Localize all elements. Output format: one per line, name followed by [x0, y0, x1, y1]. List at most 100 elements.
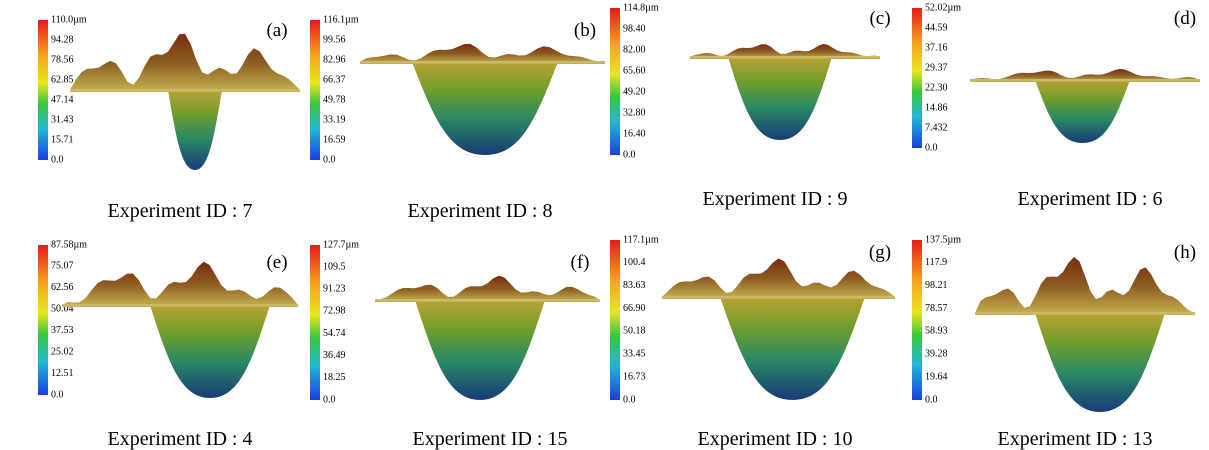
scale-label: 78.57	[925, 303, 948, 314]
scale-label: 114.8µm	[623, 2, 659, 13]
scale-label: 100.4	[623, 257, 646, 268]
color-scale	[310, 245, 320, 400]
profile-pit	[168, 90, 222, 170]
profile-pit	[1035, 313, 1165, 412]
scale-label: 39.28	[925, 349, 948, 360]
scale-label: 31.43	[51, 114, 74, 125]
scale-label: 87.58µm	[51, 239, 87, 250]
scale-label: 12.51	[51, 368, 74, 379]
scale-label: 62.56	[51, 282, 74, 293]
panel-label: (e)	[266, 252, 287, 273]
scale-label: 29.37	[925, 62, 948, 73]
scale-label: 52.02µm	[925, 2, 961, 13]
scale-label: 0.0	[51, 154, 64, 165]
scale-label: 0.0	[323, 154, 336, 165]
caption: Experiment ID : 7	[108, 200, 253, 222]
scale-label: 16.73	[623, 371, 646, 382]
color-scale	[912, 8, 922, 148]
color-scale	[38, 245, 48, 395]
scale-label: 94.28	[51, 34, 74, 45]
scale-label: 36.49	[323, 350, 346, 361]
scale-label: 0.0	[623, 149, 636, 160]
scale-label: 78.56	[51, 54, 74, 65]
profile-pit	[412, 62, 558, 155]
scale-label: 19.64	[925, 371, 948, 382]
panel-label: (a)	[266, 20, 287, 41]
scale-label: 99.56	[323, 34, 346, 45]
scale-label: 127.7µm	[323, 239, 359, 250]
scale-label: 82.96	[323, 54, 346, 65]
scale-label: 98.40	[623, 23, 646, 34]
scale-label: 18.25	[323, 372, 346, 383]
scale-label: 49.20	[623, 86, 646, 97]
scale-label: 0.0	[623, 394, 636, 405]
profile-pit	[415, 300, 545, 400]
caption: Experiment ID : 15	[413, 428, 568, 450]
scale-label: 25.02	[51, 346, 74, 357]
panel-label: (f)	[571, 252, 590, 273]
scale-label: 0.0	[925, 394, 938, 405]
profile-surface	[62, 261, 298, 307]
profile-pit	[1035, 80, 1130, 143]
scale-label: 91.23	[323, 284, 346, 295]
profile-surface	[375, 275, 600, 302]
profile-surface	[970, 68, 1200, 82]
scale-label: 82.00	[623, 44, 646, 55]
scale-label: 22.30	[925, 82, 948, 93]
color-scale	[610, 240, 620, 400]
panel-label: (d)	[1174, 8, 1196, 29]
profile-surface	[975, 257, 1195, 315]
caption: Experiment ID : 10	[698, 428, 853, 450]
caption: Experiment ID : 6	[1018, 188, 1163, 210]
scale-label: 49.78	[323, 94, 346, 105]
caption: Experiment ID : 9	[703, 188, 848, 210]
scale-label: 33.19	[323, 114, 346, 125]
scale-label: 117.1µm	[623, 234, 659, 245]
panel-label: (h)	[1174, 242, 1196, 263]
color-scale	[38, 20, 48, 160]
panel-label: (g)	[869, 242, 891, 263]
scale-label: 0.0	[51, 389, 64, 400]
profile-surface	[360, 43, 605, 64]
scale-label: 72.98	[323, 306, 346, 317]
scale-label: 50.04	[51, 304, 74, 315]
scale-label: 16.40	[623, 128, 646, 139]
scale-label: 0.0	[323, 394, 336, 405]
profile-pit	[720, 297, 865, 400]
scale-label: 54.74	[323, 328, 346, 339]
panel-label: (b)	[574, 20, 596, 41]
scale-label: 109.5	[323, 261, 346, 272]
scale-label: 58.93	[925, 326, 948, 337]
panel-label: (c)	[869, 8, 890, 29]
scale-label: 14.86	[925, 102, 948, 113]
scale-label: 83.63	[623, 280, 646, 291]
scale-label: 50.18	[623, 326, 646, 337]
scale-label: 37.53	[51, 325, 74, 336]
caption: Experiment ID : 8	[408, 200, 553, 222]
scale-label: 137.5µm	[925, 234, 961, 245]
profile-surface	[662, 258, 895, 299]
scale-label: 32.80	[623, 107, 646, 118]
scale-label: 47.14	[51, 94, 74, 105]
scale-label: 16.59	[323, 134, 346, 145]
color-scale	[912, 240, 922, 400]
profile-pit	[150, 305, 270, 398]
scale-label: 75.07	[51, 261, 74, 272]
scale-label: 66.37	[323, 74, 346, 85]
scale-label: 0.0	[925, 142, 938, 153]
scale-label: 110.0µm	[51, 14, 87, 25]
scale-label: 37.16	[925, 42, 948, 53]
scale-label: 7.432	[925, 122, 948, 133]
color-scale	[610, 8, 620, 155]
scale-label: 117.9	[925, 257, 947, 268]
color-scale	[310, 20, 320, 160]
caption: Experiment ID : 13	[998, 428, 1153, 450]
scale-label: 116.1µm	[323, 14, 359, 25]
scale-label: 65.60	[623, 65, 646, 76]
caption: Experiment ID : 4	[108, 428, 253, 450]
scale-label: 98.21	[925, 280, 948, 291]
scale-label: 33.45	[623, 349, 646, 360]
scale-label: 44.59	[925, 22, 948, 33]
scale-label: 66.90	[623, 303, 646, 314]
